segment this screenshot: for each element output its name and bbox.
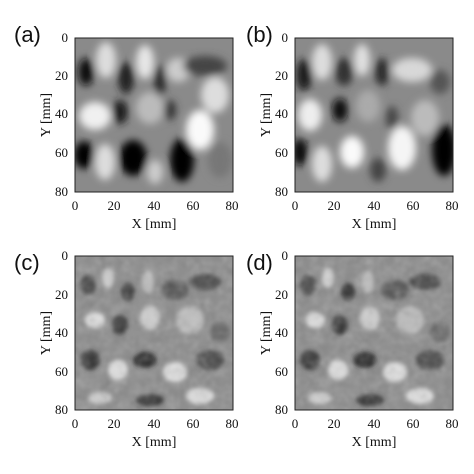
y-axis-label: Y [mm] [39, 311, 54, 355]
plot-frame [74, 37, 234, 193]
x-tick-label: 60 [187, 416, 200, 431]
x-axis-label: X [mm] [132, 217, 177, 232]
x-tick-label: 80 [226, 198, 239, 213]
y-axis: 0 20 40 60 80 Y [mm] [39, 30, 68, 199]
y-axis-label: Y [mm] [259, 311, 274, 355]
y-tick-label: 40 [55, 325, 68, 340]
x-tick-label: 0 [72, 416, 79, 431]
panel-label: (c) [14, 250, 40, 275]
panel-label: (d) [246, 250, 273, 275]
x-tick-label: 40 [148, 198, 161, 213]
panel-label: (a) [14, 22, 41, 47]
y-tick-label: 80 [275, 402, 288, 417]
x-axis-label: X [mm] [352, 217, 397, 232]
y-tick-label: 80 [275, 184, 288, 199]
y-tick-label: 60 [275, 145, 288, 160]
intensity-image [295, 38, 453, 192]
y-tick-label: 0 [282, 30, 289, 45]
panel-b: (b) [246, 22, 459, 232]
panel-a: (a) [14, 22, 239, 232]
y-tick-label: 60 [55, 145, 68, 160]
intensity-image [295, 256, 453, 410]
panel-c: (c) [14, 248, 239, 450]
x-tick-label: 0 [292, 198, 299, 213]
plot-frame [294, 37, 454, 193]
x-tick-label: 60 [187, 198, 200, 213]
y-tick-label: 0 [282, 248, 289, 263]
x-tick-label: 0 [292, 416, 299, 431]
y-axis-label: Y [mm] [259, 93, 274, 137]
y-tick-label: 0 [62, 248, 69, 263]
y-tick-label: 40 [55, 106, 68, 121]
y-axis-label: Y [mm] [39, 93, 54, 137]
plot-frame [294, 255, 454, 411]
plot-frame [74, 255, 234, 411]
x-tick-label: 80 [446, 416, 459, 431]
y-tick-label: 60 [55, 364, 68, 379]
x-tick-label: 60 [407, 416, 420, 431]
x-tick-label: 20 [108, 198, 121, 213]
x-axis: 0 20 40 60 80 X [mm] [292, 198, 459, 232]
x-tick-label: 80 [446, 198, 459, 213]
x-tick-label: 40 [148, 416, 161, 431]
x-tick-label: 20 [328, 416, 341, 431]
y-tick-label: 40 [275, 106, 288, 121]
x-tick-label: 40 [368, 416, 381, 431]
y-tick-label: 0 [62, 30, 69, 45]
panel-d: (d) [246, 248, 459, 450]
x-tick-label: 60 [407, 198, 420, 213]
x-axis-label: X [mm] [132, 435, 177, 450]
y-tick-label: 40 [275, 325, 288, 340]
y-tick-label: 20 [275, 68, 288, 83]
panel-label: (b) [246, 22, 273, 47]
y-tick-label: 20 [275, 287, 288, 302]
x-tick-label: 20 [108, 416, 121, 431]
x-tick-label: 20 [328, 198, 341, 213]
y-axis: 0 20 40 60 80 Y [mm] [39, 248, 68, 417]
x-axis: 0 20 40 60 80 X [mm] [72, 416, 239, 450]
y-tick-label: 20 [55, 287, 68, 302]
x-tick-label: 40 [368, 198, 381, 213]
intensity-image [75, 256, 233, 410]
x-tick-label: 80 [226, 416, 239, 431]
y-tick-label: 80 [55, 184, 68, 199]
x-axis: 0 20 40 60 80 X [mm] [72, 198, 239, 232]
x-axis: 0 20 40 60 80 X [mm] [292, 416, 459, 450]
y-tick-label: 20 [55, 68, 68, 83]
x-axis-label: X [mm] [352, 435, 397, 450]
y-axis: 0 20 40 60 80 Y [mm] [259, 248, 288, 417]
x-tick-label: 0 [72, 198, 79, 213]
intensity-image [75, 38, 233, 192]
y-axis: 0 20 40 60 80 Y [mm] [259, 30, 288, 199]
y-tick-label: 60 [275, 364, 288, 379]
y-tick-label: 80 [55, 402, 68, 417]
